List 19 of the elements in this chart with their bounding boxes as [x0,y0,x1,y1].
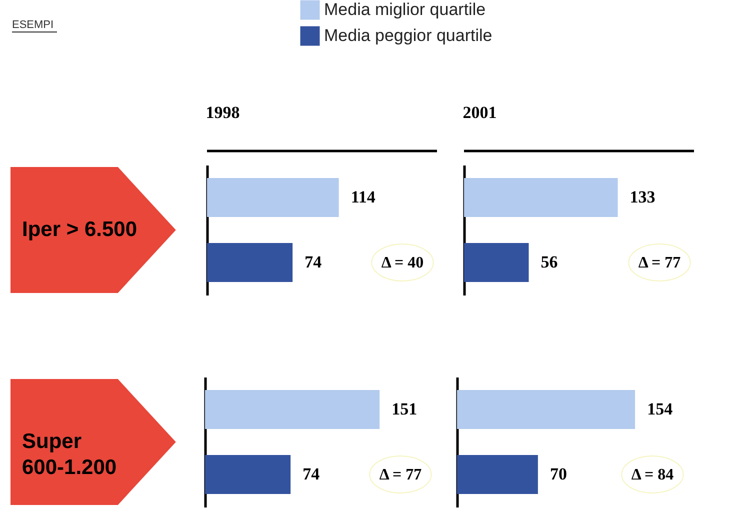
text: Iper > 6.500 [22,218,137,241]
data-label: 56 [540,252,558,272]
text: Super 600-1.200 [22,430,117,479]
annotation: Δ = 84 [631,466,674,484]
chart-title: 2001 [462,102,497,122]
data-label: 74 [302,464,320,484]
text: ESEMPI [12,19,54,31]
legend-label: Media peggior quartile [324,26,492,45]
text: Δ = 77 [638,254,681,272]
data-label: 114 [350,188,376,206]
annotation: Δ = 77 [379,466,422,484]
data-label: 70 [550,464,567,484]
data-label: 74 [304,252,322,272]
data-label: 133 [630,188,656,206]
text: Δ = 40 [381,254,424,272]
data-label: 151 [392,400,418,418]
chart-title: 1998 [206,102,240,122]
legend-label: Media miglior quartile [324,0,486,19]
data-label: 154 [647,400,674,418]
